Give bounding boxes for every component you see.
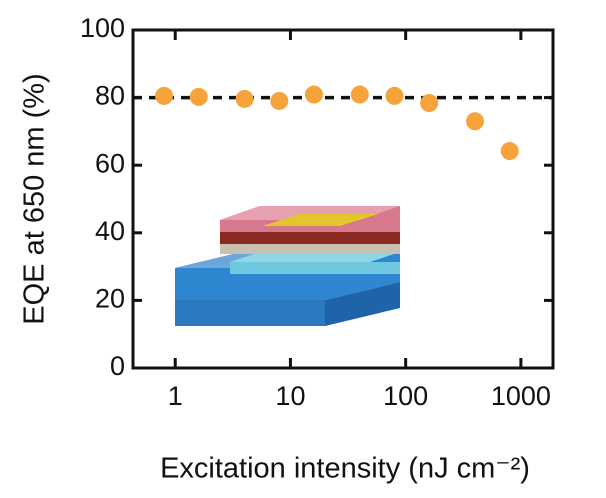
chart: Excitation intensity (nJ cm⁻²) EQE at 65…	[0, 0, 606, 493]
data-point	[351, 86, 369, 104]
data-point	[385, 87, 403, 105]
x-tick-label: 10	[275, 381, 305, 411]
data-point	[466, 112, 484, 130]
y-tick-label: 0	[110, 351, 125, 381]
x-axis-label: Excitation intensity (nJ cm⁻²)	[160, 453, 530, 485]
y-axis-label: EQE at 650 nm (%)	[19, 73, 51, 324]
data-point	[420, 94, 438, 112]
data-point	[305, 86, 323, 104]
data-point	[190, 88, 208, 106]
data-point	[236, 90, 254, 108]
device-inset	[175, 206, 400, 326]
data-point	[155, 87, 173, 105]
y-tick-label: 100	[80, 13, 125, 43]
y-tick-label: 60	[95, 148, 125, 178]
data-point	[270, 92, 288, 110]
data-point	[501, 142, 519, 160]
y-tick-label: 40	[95, 216, 125, 246]
x-tick-label: 1000	[491, 381, 551, 411]
y-tick-label: 20	[95, 284, 125, 314]
x-tick-label: 1	[168, 381, 183, 411]
y-tick-label: 80	[95, 81, 125, 111]
x-tick-label: 100	[383, 381, 428, 411]
